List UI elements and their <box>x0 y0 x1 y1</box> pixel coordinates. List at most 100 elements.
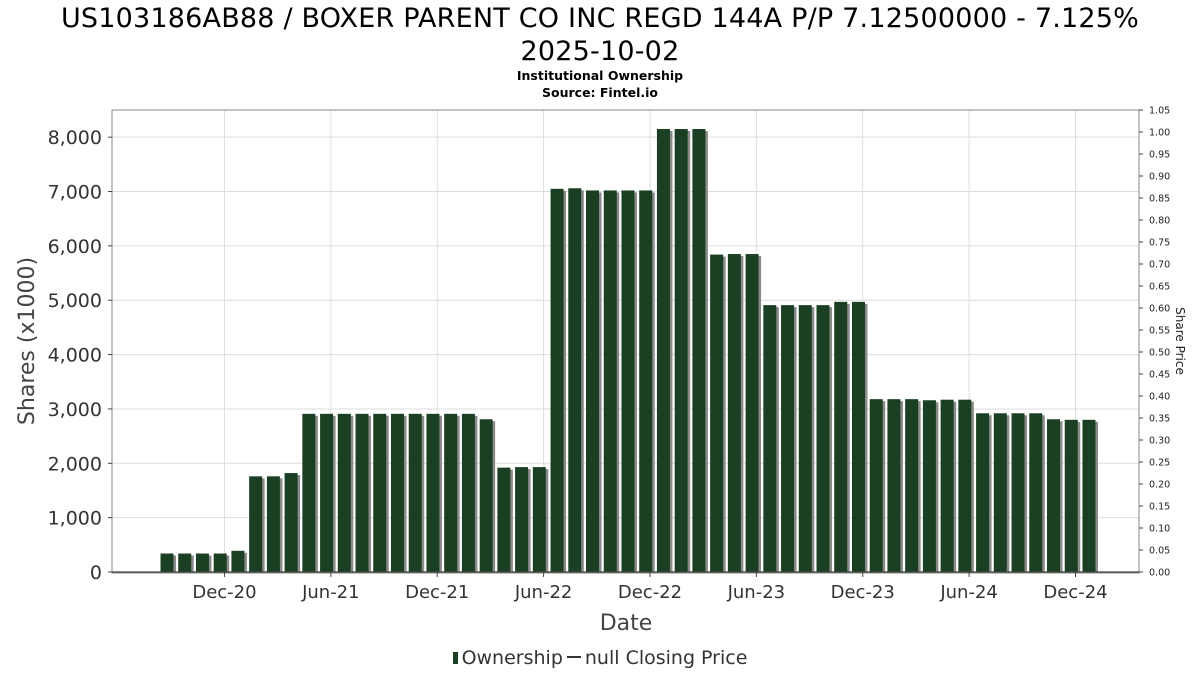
right-y-axis-ticks: 0.00 0.05 0.10 0.15 0.20 0.25 0.30 0.35 0.40 0.45… <box>1139 106 1170 579</box>
ownership-bar <box>887 399 901 572</box>
ownership-bar <box>976 413 990 572</box>
ownership-bar <box>320 413 334 572</box>
ownership-bar <box>586 190 600 572</box>
ownership-bar <box>532 467 546 572</box>
right-y-tick-label: 0.90 <box>1149 172 1170 183</box>
right-y-tick-label: 0.50 <box>1149 348 1170 359</box>
plot-frame <box>111 109 1140 574</box>
ownership-bar <box>302 413 316 572</box>
y-axis-ticks: 0 1,000 2,000 3,000 4,000 5,000 6,000 7,000 8,00… <box>48 127 112 584</box>
legend-price: null Closing Price <box>584 647 748 669</box>
right-y-tick-label: 0.15 <box>1149 502 1170 513</box>
right-y-tick-label: 0.20 <box>1149 480 1170 491</box>
ownership-bar <box>213 553 227 572</box>
bar-series <box>160 129 1098 573</box>
right-y-tick-label: 0.95 <box>1149 150 1170 161</box>
ownership-bar <box>515 467 529 572</box>
right-y-tick-label: 0.85 <box>1149 194 1170 205</box>
x-tick-label: Dec-21 <box>405 582 469 603</box>
ownership-bar <box>745 254 759 573</box>
ownership-bar <box>1011 413 1025 572</box>
y-tick-label: 3,000 <box>48 399 102 421</box>
ownership-bar <box>922 400 936 572</box>
ownership-bar <box>1082 419 1096 572</box>
ownership-bar <box>195 553 209 572</box>
x-tick-label: Jun-23 <box>727 582 786 603</box>
ownership-bar <box>355 413 369 572</box>
y-tick-label: 7,000 <box>48 182 102 204</box>
ownership-bar <box>284 473 298 572</box>
x-axis-label: Date <box>600 611 653 636</box>
ownership-bar <box>408 413 422 572</box>
right-y-tick-label: 0.10 <box>1149 524 1170 535</box>
x-tick-label: Jun-24 <box>939 582 998 603</box>
y-tick-label: 2,000 <box>48 453 102 475</box>
ownership-bar <box>337 413 351 572</box>
right-y-tick-label: 0.30 <box>1149 436 1170 447</box>
ownership-bar <box>178 553 192 572</box>
right-y-tick-label: 0.55 <box>1149 326 1170 337</box>
ownership-bar <box>373 413 387 572</box>
ownership-bar <box>1064 419 1078 572</box>
right-y-tick-label: 0.35 <box>1149 414 1170 425</box>
ownership-bar <box>851 301 865 572</box>
ownership-bar <box>710 254 724 572</box>
ownership-bar <box>958 399 972 572</box>
ownership-bar <box>444 413 458 572</box>
y-axis-label: Shares (x1000) <box>15 257 40 425</box>
y-tick-label: 4,000 <box>48 345 102 367</box>
ownership-bar <box>390 413 404 572</box>
ownership-bar <box>639 190 653 572</box>
ownership-bar <box>479 419 493 572</box>
ownership-bar <box>692 129 706 572</box>
chart-title: US103186AB88 / BOXER PARENT CO INC REGD … <box>0 2 1200 68</box>
ownership-legend-swatch <box>452 652 458 664</box>
ownership-bar <box>231 550 245 572</box>
y-tick-label: 0 <box>90 562 102 584</box>
right-y-tick-label: 0.00 <box>1149 568 1170 579</box>
right-y-tick-label: 0.25 <box>1149 458 1170 469</box>
right-y-tick-label: 0.80 <box>1149 216 1170 227</box>
chart-title-line-2: 2025-10-02 <box>520 36 680 67</box>
right-y-tick-label: 1.05 <box>1149 106 1170 117</box>
x-axis-ticks: Dec-20 Jun-21 Dec-21 Jun-22 Dec-22 Jun-23 Dec-… <box>192 572 1108 603</box>
right-y-tick-label: 0.70 <box>1149 260 1170 271</box>
chart-title-line-1: US103186AB88 / BOXER PARENT CO INC REGD … <box>60 3 1140 34</box>
ownership-bar <box>781 305 795 572</box>
right-y-tick-label: 1.00 <box>1149 128 1170 139</box>
ownership-bar <box>674 129 688 572</box>
ownership-bar <box>603 190 617 572</box>
right-y-tick-label: 0.05 <box>1149 546 1170 557</box>
y-tick-label: 8,000 <box>48 127 102 149</box>
ownership-bar <box>763 305 777 572</box>
y-tick-label: 5,000 <box>48 290 102 312</box>
x-tick-label: Dec-22 <box>618 582 682 603</box>
right-y-tick-label: 0.75 <box>1149 238 1170 249</box>
x-tick-label: Jun-22 <box>514 582 573 603</box>
price-legend-line <box>566 656 581 658</box>
chart-source: Source: Fintel.io <box>542 85 658 100</box>
ownership-bar <box>426 413 440 572</box>
right-y-tick-label: 0.40 <box>1149 392 1170 403</box>
right-y-tick-label: 0.65 <box>1149 282 1170 293</box>
x-tick-label: Dec-24 <box>1043 582 1107 603</box>
right-y-tick-label: 0.45 <box>1149 370 1170 381</box>
ownership-bar <box>1047 419 1060 572</box>
ownership-bar <box>869 399 883 572</box>
chart-legend: Ownership null Closing Price <box>0 647 1200 669</box>
ownership-bar <box>940 399 954 572</box>
ownership-bar <box>656 129 670 572</box>
ownership-bar <box>550 188 564 572</box>
right-y-axis-label: Share Price <box>1173 307 1187 375</box>
ownership-bar <box>816 305 830 572</box>
x-tick-label: Dec-20 <box>192 582 256 603</box>
x-tick-label: Dec-23 <box>831 582 895 603</box>
ownership-bar <box>727 254 741 573</box>
y-tick-label: 1,000 <box>48 508 102 530</box>
right-y-tick-label: 0.60 <box>1149 304 1170 315</box>
y-tick-label: 6,000 <box>48 236 102 258</box>
ownership-bar <box>461 413 475 572</box>
legend-ownership: Ownership <box>461 647 563 669</box>
ownership-bar <box>905 399 919 572</box>
